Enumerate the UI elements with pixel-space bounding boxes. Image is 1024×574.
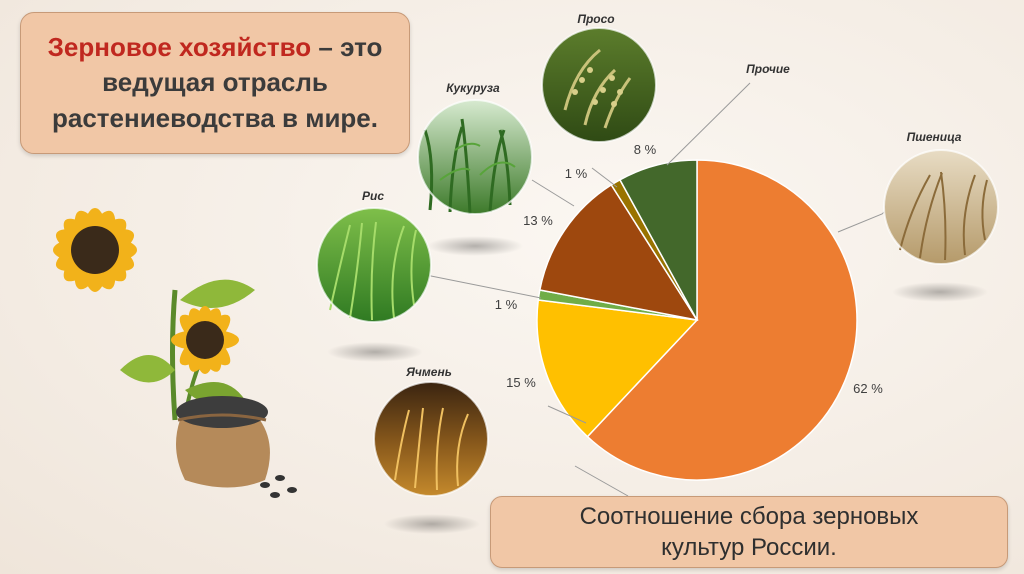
sunflower-illustration (53, 208, 297, 498)
data-label-barley: 15 % (506, 375, 536, 390)
label-wheat: Пшеница (907, 130, 962, 144)
title-text: Зерновое хозяйство – это ведущая отрасль… (48, 30, 383, 135)
photo-shadow (892, 282, 988, 302)
data-label-wheat: 62 % (853, 381, 883, 396)
label-other: Прочие (746, 62, 790, 76)
pie-slice-1 (536, 299, 699, 438)
leader-line-caption (574, 465, 629, 497)
caption-line1: Соотношение сбора зерновых (579, 502, 919, 530)
data-label-corn: 13 % (523, 213, 553, 228)
barley-photo (373, 381, 489, 497)
photo-shadow (384, 514, 480, 534)
label-corn: Кукуруза (446, 81, 500, 95)
label-barley: Ячмень (405, 365, 452, 379)
leader-line-millet (591, 167, 618, 188)
title-line2: ведущая отрасль (102, 67, 328, 98)
leader-line-barley (547, 405, 587, 424)
label-rice: Рис (362, 189, 384, 203)
data-label-rice: 1 % (495, 297, 518, 312)
title-line1-rest: – это (311, 32, 383, 63)
rice-field-photo (316, 207, 432, 323)
leader-line-corn (531, 179, 575, 207)
pie-slices (536, 159, 858, 481)
leader-line-rice (425, 274, 542, 299)
data-label-other: 8 % (634, 142, 657, 157)
caption-line2: культур России. (661, 534, 837, 561)
photo-shadow (427, 236, 523, 256)
title-highlight: Зерновое хозяйство (47, 32, 312, 63)
leader-lines (425, 82, 893, 497)
leader-line-other (666, 82, 751, 166)
corn-field-photo (417, 99, 533, 215)
title-box: Зерновое хозяйство – это ведущая отрасль… (20, 12, 410, 154)
wheat-field-photo (883, 149, 999, 265)
title-line3: растениеводства в мире. (52, 102, 378, 133)
pie-slice-0 (586, 159, 858, 481)
photo-shadow (327, 342, 423, 362)
pie-slice-5 (618, 159, 698, 321)
caption-box: Соотношение сбора зерновых культур Росси… (490, 496, 1008, 568)
data-label-millet: 1 % (565, 166, 588, 181)
pie-slice-3 (538, 183, 699, 322)
label-millet: Просо (577, 12, 614, 26)
millet-photo (541, 27, 657, 143)
